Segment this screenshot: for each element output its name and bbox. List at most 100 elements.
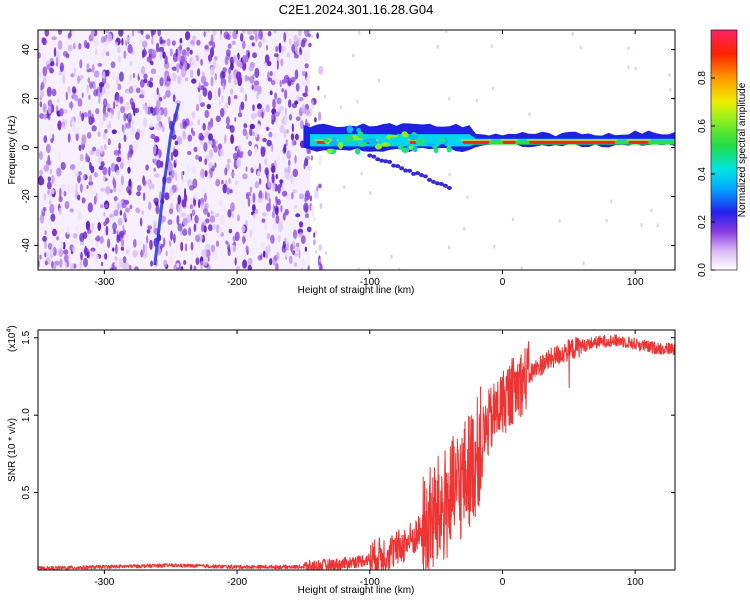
faint-speckle xyxy=(528,112,531,117)
signal-lower-branch xyxy=(383,159,389,164)
noise-speckle xyxy=(86,84,89,94)
noise-speckle xyxy=(169,187,174,196)
noise-speckle xyxy=(105,217,110,224)
noise-speckle xyxy=(302,37,307,44)
noise-speckle xyxy=(116,156,122,163)
noise-speckle xyxy=(189,121,194,127)
noise-speckle xyxy=(266,44,268,51)
noise-speckle xyxy=(287,165,291,174)
noise-speckle xyxy=(135,207,141,214)
noise-speckle xyxy=(126,90,130,95)
noise-speckle xyxy=(70,100,73,111)
noise-speckle xyxy=(264,190,267,201)
signal-blob xyxy=(355,148,361,155)
noise-speckle xyxy=(74,94,79,102)
noise-speckle xyxy=(74,128,79,135)
noise-speckle xyxy=(70,73,75,78)
noise-speckle xyxy=(120,246,125,251)
noise-speckle xyxy=(231,40,236,45)
faint-speckle xyxy=(324,251,328,256)
noise-speckle xyxy=(59,62,65,73)
faint-speckle xyxy=(669,87,672,92)
noise-speckle xyxy=(150,68,157,75)
noise-speckle xyxy=(149,81,154,88)
noise-speckle xyxy=(258,41,262,48)
noise-speckle xyxy=(284,89,288,100)
noise-speckle xyxy=(234,231,240,242)
noise-speckle xyxy=(91,222,94,232)
noise-speckle xyxy=(308,42,312,48)
noise-speckle xyxy=(71,239,77,246)
noise-speckle xyxy=(67,86,71,94)
noise-speckle xyxy=(273,30,277,34)
snr-x-tick-label: -200 xyxy=(227,577,247,588)
noise-speckle xyxy=(255,128,258,138)
noise-speckle xyxy=(288,99,292,108)
noise-speckle xyxy=(92,146,96,152)
noise-speckle xyxy=(123,112,127,122)
noise-speckle xyxy=(321,266,326,270)
noise-speckle xyxy=(208,149,214,159)
noise-speckle xyxy=(38,33,42,41)
noise-speckle xyxy=(291,123,294,133)
noise-speckle xyxy=(168,240,172,247)
signal-blob xyxy=(368,137,377,144)
faint-speckle xyxy=(650,208,653,213)
noise-speckle xyxy=(111,129,117,135)
noise-speckle xyxy=(88,94,91,100)
noise-speckle xyxy=(288,151,292,156)
noise-speckle xyxy=(152,49,157,55)
faint-speckle xyxy=(318,258,322,263)
noise-speckle xyxy=(189,185,195,191)
faint-speckle xyxy=(571,32,574,37)
noise-speckle xyxy=(300,267,304,270)
signal-warm-edge xyxy=(626,139,651,141)
noise-speckle xyxy=(318,65,324,75)
noise-speckle xyxy=(202,258,208,266)
noise-speckle xyxy=(285,140,290,146)
noise-speckle xyxy=(197,68,201,77)
noise-speckle xyxy=(105,225,109,236)
noise-speckle xyxy=(241,61,247,71)
noise-speckle xyxy=(58,71,64,76)
signal-blob xyxy=(408,134,418,141)
noise-speckle xyxy=(57,120,62,131)
noise-speckle xyxy=(241,30,246,34)
noise-speckle xyxy=(128,189,131,196)
noise-speckle xyxy=(183,259,187,266)
noise-speckle xyxy=(202,123,206,131)
noise-speckle xyxy=(104,30,110,34)
signal-lower-branch xyxy=(403,168,409,173)
noise-speckle xyxy=(142,49,145,59)
noise-speckle xyxy=(217,143,223,150)
faint-speckle xyxy=(511,217,515,222)
faint-speckle xyxy=(398,267,401,270)
noise-speckle xyxy=(143,117,148,128)
faint-speckle xyxy=(627,65,630,70)
noise-speckle xyxy=(240,101,245,111)
noise-speckle xyxy=(264,222,267,232)
noise-speckle xyxy=(304,196,307,203)
noise-speckle xyxy=(97,92,103,98)
noise-speckle xyxy=(103,40,109,47)
noise-speckle xyxy=(265,104,270,113)
noise-speckle xyxy=(182,130,187,140)
signal-hot-segment xyxy=(462,140,490,144)
noise-speckle xyxy=(44,252,47,258)
noise-speckle xyxy=(70,185,75,194)
noise-speckle xyxy=(260,241,266,248)
noise-speckle xyxy=(290,76,296,83)
signal-blob xyxy=(401,131,408,138)
signal-lower-branch xyxy=(371,154,377,159)
snr-frame xyxy=(37,329,676,571)
noise-speckle xyxy=(148,122,154,129)
noise-speckle xyxy=(206,172,211,183)
noise-speckle xyxy=(177,136,183,145)
noise-speckle xyxy=(111,174,114,180)
noise-speckle xyxy=(82,174,86,181)
noise-speckle xyxy=(160,160,164,168)
noise-speckle xyxy=(186,47,190,57)
noise-speckle xyxy=(135,87,141,94)
noise-speckle xyxy=(241,259,248,269)
noise-speckle xyxy=(247,52,250,59)
